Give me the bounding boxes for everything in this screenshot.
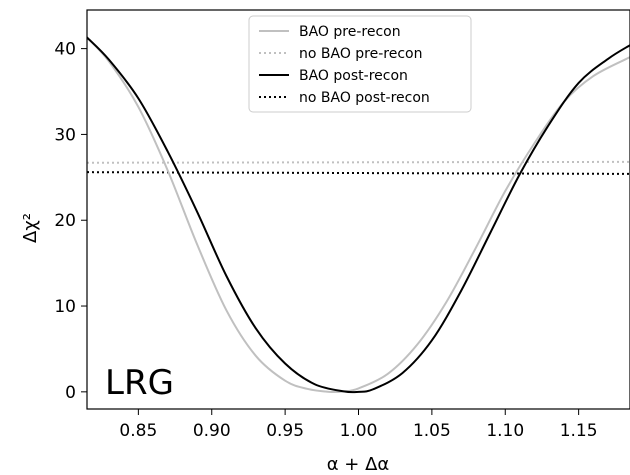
series-line-no-bao-pre-recon <box>87 160 630 164</box>
x-tick-label: 1.10 <box>486 421 524 441</box>
legend-label-bao-pre-recon: BAO pre-recon <box>299 24 401 40</box>
legend: BAO pre-recon no BAO pre-recon BAO post-re… <box>248 15 472 113</box>
series-layer <box>87 36 630 394</box>
x-axis-label: α + Δα <box>327 454 390 475</box>
y-axis-label: Δχ² <box>20 213 41 243</box>
y-tick-label: 10 <box>54 297 76 317</box>
legend-box <box>248 15 472 113</box>
legend-label-bao-post-recon: BAO post-recon <box>299 68 408 84</box>
legend-label-no-bao-post-recon: no BAO post-recon <box>299 90 430 106</box>
y-tick-label: 20 <box>54 211 76 231</box>
axes-layer: 0.85 0.90 0.95 1.00 1.05 1.10 1.15 0 10 20 30 40 <box>54 9 630 441</box>
y-tick-label: 0 <box>65 383 76 403</box>
legend-label-no-bao-pre-recon: no BAO pre-recon <box>299 46 423 62</box>
x-tick-label: 0.95 <box>266 421 304 441</box>
y-tick-label: 40 <box>54 40 76 60</box>
x-tick-label: 0.85 <box>119 421 157 441</box>
x-tick-label: 1.05 <box>413 421 451 441</box>
x-tick-label: 0.90 <box>193 421 231 441</box>
series-line-bao-post-recon <box>87 36 630 394</box>
x-tick-label: 1.00 <box>340 421 378 441</box>
x-tick-label: 1.15 <box>560 421 598 441</box>
y-tick-label: 30 <box>54 125 76 145</box>
chart-annotation: LRG <box>105 363 174 403</box>
